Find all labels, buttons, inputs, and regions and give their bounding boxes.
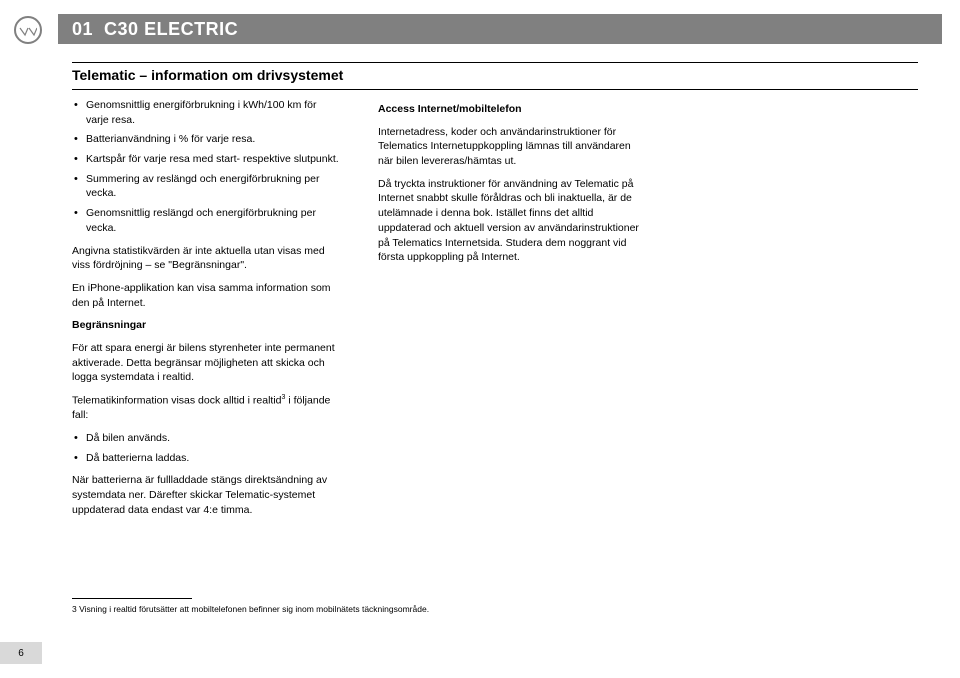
list-item: Då batterierna laddas.: [72, 451, 342, 466]
list-item: Då bilen används.: [72, 431, 342, 446]
body-text: Då tryckta instruktioner för användning …: [378, 177, 648, 265]
body-text: Internetadress, koder och användarinstru…: [378, 125, 648, 169]
body-text: Telematikinformation visas dock alltid i…: [72, 393, 342, 423]
realtime-list: Då bilen används. Då batterierna laddas.: [72, 431, 342, 465]
chapter-title: 01 C30 ELECTRIC: [72, 19, 238, 40]
chapter-header-bar: 01 C30 ELECTRIC: [58, 14, 942, 44]
list-item: Genomsnittlig reslängd och energiförbruk…: [72, 206, 342, 235]
body-text: Angivna statistikvärden är inte aktuella…: [72, 244, 342, 273]
feature-list: Genomsnittlig energiförbrukning i kWh/10…: [72, 98, 342, 236]
content-area: Genomsnittlig energiförbrukning i kWh/10…: [72, 98, 918, 525]
list-item: Batterianvändning i % för varje resa.: [72, 132, 342, 147]
body-text: En iPhone-applikation kan visa samma inf…: [72, 281, 342, 310]
page-number: 6: [0, 642, 42, 664]
list-item: Summering av reslängd och energiförbrukn…: [72, 172, 342, 201]
column-right: Access Internet/mobiltelefon Internetadr…: [378, 98, 648, 525]
page-container: 01 C30 ELECTRIC Telematic – information …: [0, 0, 960, 678]
page-subtitle: Telematic – information om drivsystemet: [72, 67, 343, 83]
body-text: När batterierna är fullladdade stängs di…: [72, 473, 342, 517]
volvo-logo-icon: [14, 16, 42, 44]
list-item: Kartspår för varje resa med start- respe…: [72, 152, 342, 167]
footnote-divider: [72, 598, 192, 599]
section-heading-limits: Begränsningar: [72, 318, 342, 333]
list-item: Genomsnittlig energiförbrukning i kWh/10…: [72, 98, 342, 127]
body-text: För att spara energi är bilens styrenhet…: [72, 341, 342, 385]
column-left: Genomsnittlig energiförbrukning i kWh/10…: [72, 98, 342, 525]
subtitle-row: Telematic – information om drivsystemet: [72, 62, 918, 90]
section-heading-access: Access Internet/mobiltelefon: [378, 102, 648, 117]
footnote-text: 3 Visning i realtid förutsätter att mobi…: [72, 604, 429, 614]
